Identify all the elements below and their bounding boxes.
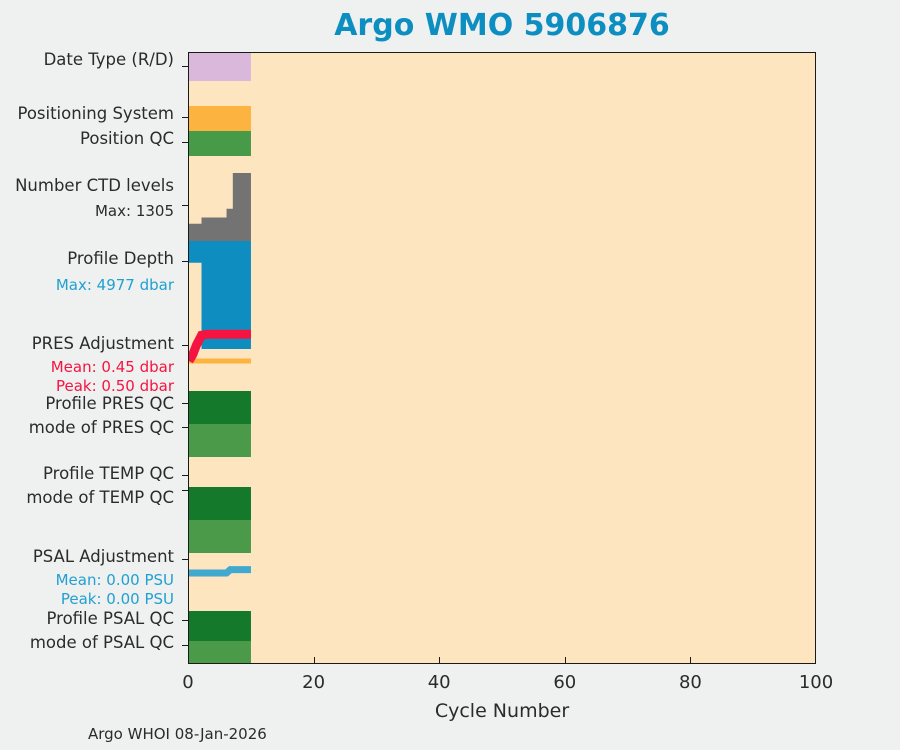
y-tick-4 xyxy=(182,261,189,262)
line-pres-adjustment xyxy=(189,329,251,364)
x-tick-label-100: 100 xyxy=(798,672,834,693)
bar-date-type xyxy=(189,53,251,81)
y-tick-0 xyxy=(182,66,189,67)
y-axis-label-profile-psal-qc: Profile PSAL QC xyxy=(46,609,174,628)
x-tick-60 xyxy=(564,657,566,664)
figure-credit: Argo WHOI 08-Jan-2026 xyxy=(88,725,267,743)
bar-mode-temp-qc xyxy=(189,520,251,553)
y-axis-label-mode-of-psal-qc: mode of PSAL QC xyxy=(29,633,174,652)
x-tick-label-20: 20 xyxy=(302,672,326,693)
y-axis-label-date-type-r-d: Date Type (R/D) xyxy=(43,50,174,69)
x-tick-20 xyxy=(313,657,315,664)
x-tick-label-0: 0 xyxy=(182,672,194,693)
bar-profile-pres-qc xyxy=(189,391,251,424)
x-tick-80 xyxy=(690,657,692,664)
y-tick-5 xyxy=(182,345,189,346)
y-axis-label-pres-adjustment: PRES Adjustment xyxy=(31,334,174,353)
y-axis-label-mode-of-pres-qc: mode of PRES QC xyxy=(28,418,174,437)
y-tick-7 xyxy=(182,427,189,428)
area-profile-depth xyxy=(189,241,251,349)
plot-canvas xyxy=(189,53,251,663)
y-axis-label-group: Date Type (R/D) Positioning System Positio… xyxy=(0,50,182,664)
line-psal-adjustment xyxy=(189,566,251,577)
bar-mode-psal-qc xyxy=(189,641,251,663)
y-tick-1 xyxy=(182,117,189,118)
bar-mode-pres-qc xyxy=(189,424,251,457)
area-number-ctd-levels xyxy=(189,173,251,241)
y-tick-6 xyxy=(182,403,189,404)
x-tick-label-80: 80 xyxy=(678,672,702,693)
y-tick-2 xyxy=(182,142,189,143)
x-tick-40 xyxy=(439,657,441,664)
y-axis-label-psal-adjustment: PSAL Adjustment xyxy=(32,547,174,566)
y-tick-12 xyxy=(182,645,189,646)
y-axis-label-mean-0-00-psu: Mean: 0.00 PSU xyxy=(55,571,174,589)
y-axis-label-profile-temp-qc: Profile TEMP QC xyxy=(43,464,174,483)
y-axis-label-position-qc: Position QC xyxy=(80,129,174,148)
y-axis-label-mean-0-45-dbar: Mean: 0.45 dbar xyxy=(50,358,174,376)
y-axis-label-max-1305: Max: 1305 xyxy=(94,202,174,220)
y-axis-label-positioning-system: Positioning System xyxy=(17,104,174,123)
y-axis-label-profile-depth: Profile Depth xyxy=(67,249,174,268)
x-tick-100 xyxy=(815,657,816,664)
y-tick-8 xyxy=(182,475,189,476)
y-tick-9 xyxy=(182,490,189,491)
x-axis-title: Cycle Number xyxy=(434,700,570,722)
y-tick-3 xyxy=(182,205,189,206)
y-axis-label-max-4977-dbar: Max: 4977 dbar xyxy=(55,276,174,294)
y-axis-label-profile-pres-qc: Profile PRES QC xyxy=(45,394,174,413)
bar-profile-psal-qc xyxy=(189,611,251,641)
y-axis-label-mode-of-temp-qc: mode of TEMP QC xyxy=(26,488,174,507)
y-axis-label-peak-0-50-dbar: Peak: 0.50 dbar xyxy=(55,377,174,395)
y-axis-label-number-ctd-levels: Number CTD levels xyxy=(15,176,174,195)
plot-area xyxy=(188,52,816,664)
x-tick-0 xyxy=(188,657,189,664)
bar-profile-temp-qc xyxy=(189,487,251,520)
x-tick-label-40: 40 xyxy=(427,672,451,693)
page-title: Argo WMO 5906876 xyxy=(334,8,670,43)
y-tick-10 xyxy=(182,559,189,560)
y-axis-label-peak-0-00-psu: Peak: 0.00 PSU xyxy=(60,590,174,608)
x-tick-label-60: 60 xyxy=(553,672,577,693)
y-tick-11 xyxy=(182,620,189,621)
bar-position-qc xyxy=(189,131,251,156)
bar-positioning-system xyxy=(189,106,251,131)
